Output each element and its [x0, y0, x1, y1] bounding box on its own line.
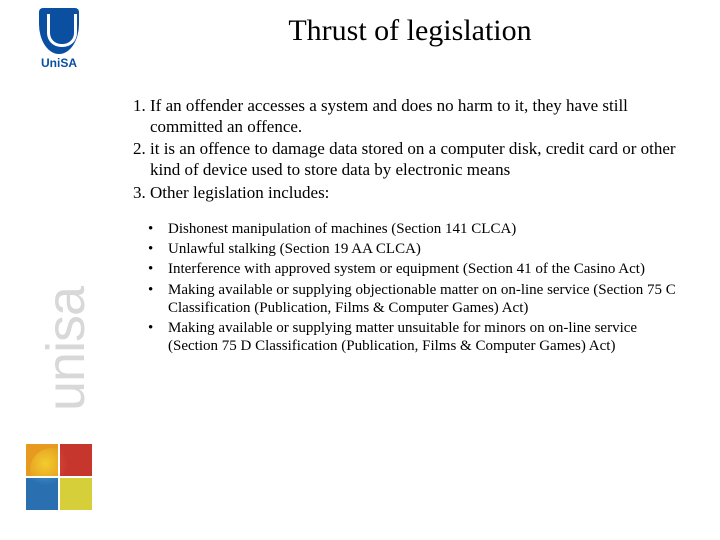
- numbered-list: If an offender accesses a system and doe…: [122, 96, 676, 204]
- color-tile: [26, 478, 58, 510]
- color-tile: [60, 444, 92, 476]
- unisa-logo: UniSA: [28, 8, 90, 70]
- bullet-list: Dishonest manipulation of machines (Sect…: [148, 220, 676, 356]
- color-tile: [60, 478, 92, 510]
- shield-icon: [39, 8, 79, 54]
- slide-title: Thrust of legislation: [120, 14, 700, 48]
- color-block-icon: [26, 444, 92, 510]
- list-item: Making available or supplying objectiona…: [148, 281, 676, 318]
- color-tile: [26, 444, 58, 476]
- slide-content: If an offender accesses a system and doe…: [122, 96, 676, 358]
- list-item: Dishonest manipulation of machines (Sect…: [148, 220, 676, 238]
- slide: UniSA unisa Thrust of legislation If an …: [0, 0, 720, 540]
- list-item: Unlawful stalking (Section 19 AA CLCA): [148, 240, 676, 258]
- list-item: it is an offence to damage data stored o…: [150, 139, 676, 180]
- side-artwork: unisa: [26, 80, 92, 510]
- list-item: Interference with approved system or equ…: [148, 260, 676, 278]
- logo-label: UniSA: [28, 56, 90, 70]
- list-item: Other legislation includes:: [150, 183, 676, 204]
- list-item: If an offender accesses a system and doe…: [150, 96, 676, 137]
- side-brand-text: unisa: [35, 111, 97, 411]
- list-item: Making available or supplying matter uns…: [148, 319, 676, 356]
